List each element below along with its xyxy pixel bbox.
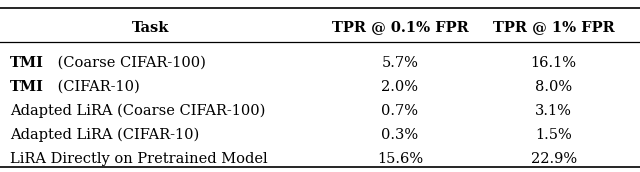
Text: 15.6%: 15.6% bbox=[377, 152, 423, 166]
Text: TMI: TMI bbox=[10, 56, 44, 70]
Text: 22.9%: 22.9% bbox=[531, 152, 577, 166]
Text: Adapted LiRA (Coarse CIFAR-100): Adapted LiRA (Coarse CIFAR-100) bbox=[10, 104, 265, 118]
Text: Task: Task bbox=[132, 20, 169, 35]
Text: TPR @ 1% FPR: TPR @ 1% FPR bbox=[493, 20, 614, 35]
Text: Adapted LiRA (CIFAR-10): Adapted LiRA (CIFAR-10) bbox=[10, 128, 199, 142]
Text: TMI: TMI bbox=[10, 80, 44, 94]
Text: 0.7%: 0.7% bbox=[381, 104, 419, 118]
Text: 0.3%: 0.3% bbox=[381, 128, 419, 142]
Text: 8.0%: 8.0% bbox=[535, 80, 572, 94]
Text: (CIFAR-10): (CIFAR-10) bbox=[53, 80, 140, 94]
Text: LiRA Directly on Pretrained Model: LiRA Directly on Pretrained Model bbox=[10, 152, 268, 166]
Text: 3.1%: 3.1% bbox=[535, 104, 572, 118]
Text: 1.5%: 1.5% bbox=[535, 128, 572, 142]
Text: 16.1%: 16.1% bbox=[531, 56, 577, 70]
Text: (Coarse CIFAR-100): (Coarse CIFAR-100) bbox=[53, 56, 206, 70]
Text: TPR @ 0.1% FPR: TPR @ 0.1% FPR bbox=[332, 20, 468, 35]
Text: 2.0%: 2.0% bbox=[381, 80, 419, 94]
Text: 5.7%: 5.7% bbox=[381, 56, 419, 70]
